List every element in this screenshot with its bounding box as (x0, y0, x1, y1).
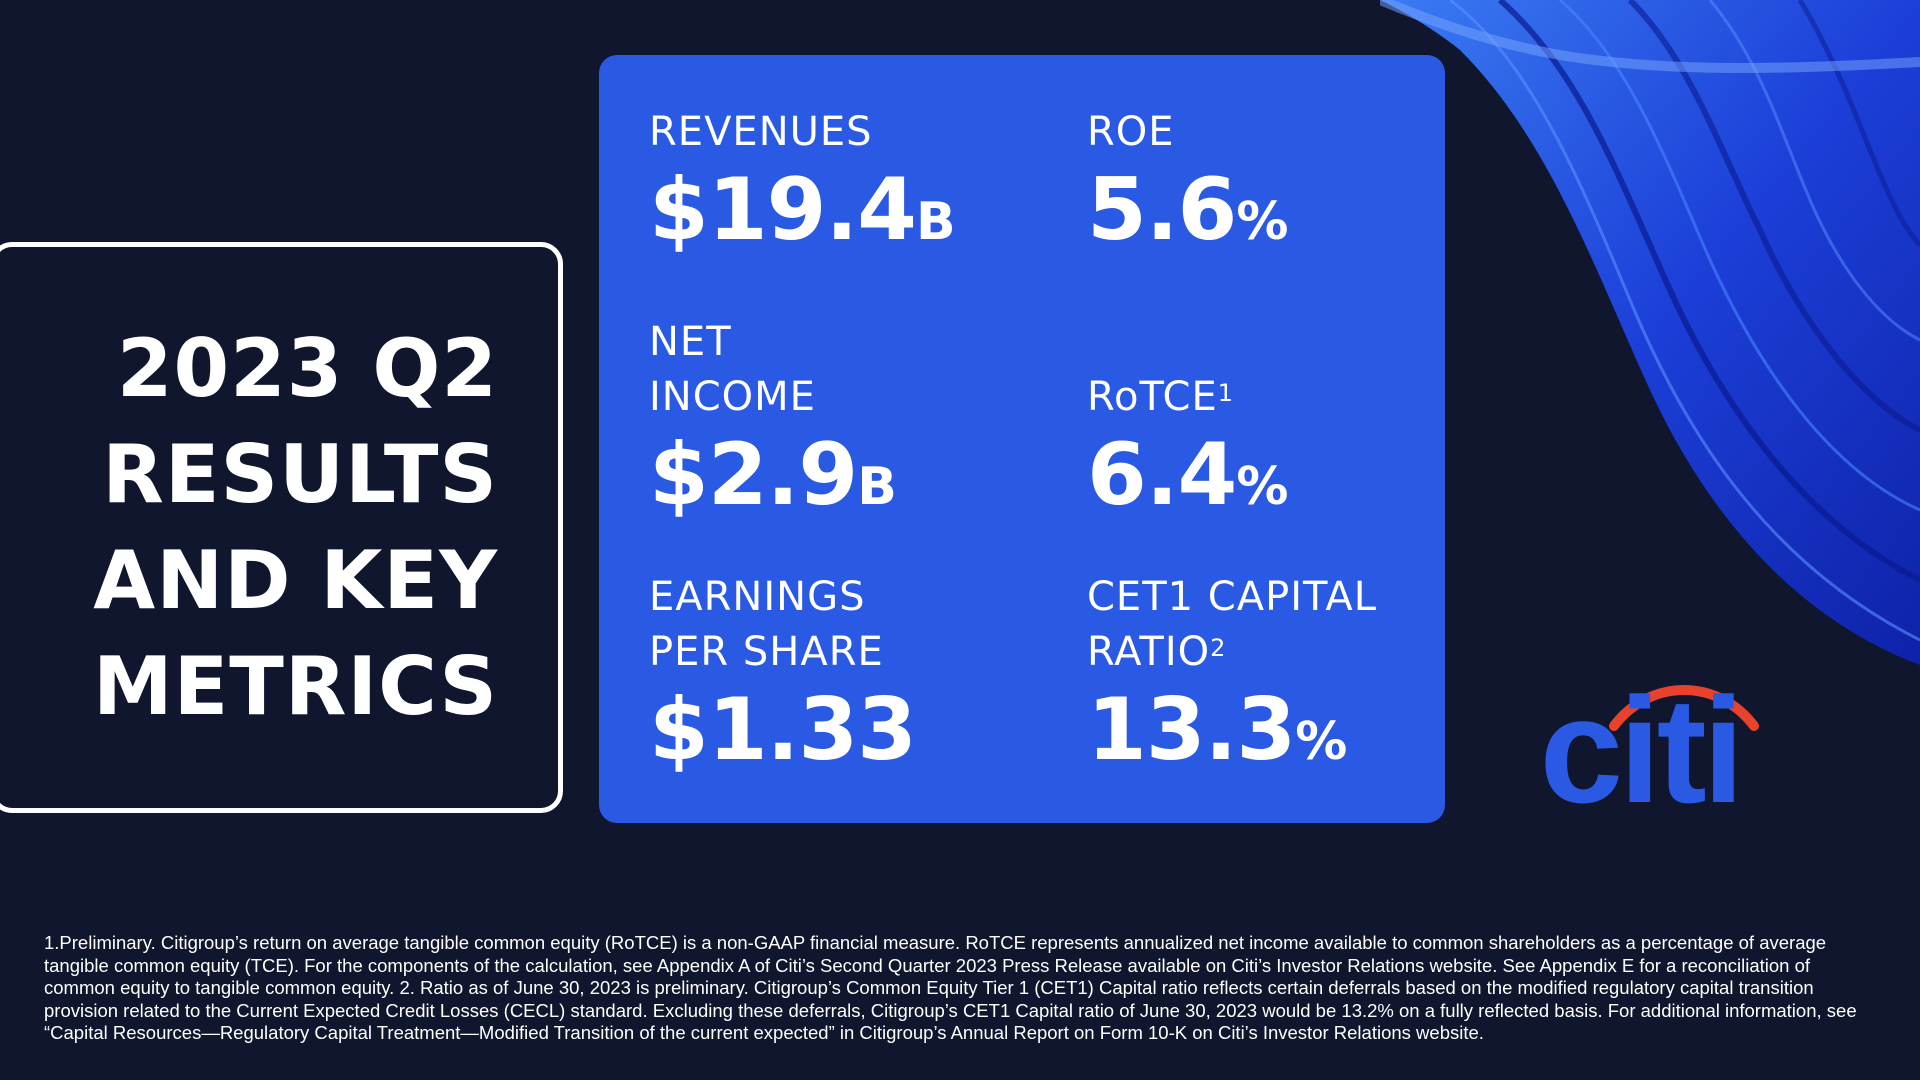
title-line-4: METRICS (92, 639, 498, 733)
title-line-1: 2023 Q2 (116, 321, 498, 415)
metrics-panel: REVENUES $19.4B ROE 5.6% NET INCOME $2.9… (599, 55, 1445, 823)
metric-unit: % (1236, 192, 1289, 252)
metric-number: 6.4 (1087, 425, 1237, 525)
metric-value: 13.3% (1087, 680, 1377, 792)
metric-label-line-2: INCOME (649, 374, 816, 420)
metric-label: ROE (1087, 109, 1175, 155)
metric-net-income: NET INCOME $2.9B (649, 315, 897, 537)
title-line-3: AND KEY (93, 533, 498, 627)
logo-arc-icon (1609, 685, 1759, 731)
title-line-2: RESULTS (102, 427, 498, 521)
metric-label-text: RATIO (1087, 629, 1211, 675)
metric-number: $19.4 (649, 160, 917, 260)
metric-value: 6.4% (1087, 425, 1288, 537)
decorative-ribbon (1380, 0, 1920, 665)
metric-label-line-1: CET1 CAPITAL (1087, 574, 1377, 620)
metric-number: $1.33 (649, 680, 917, 780)
metric-number: $2.9 (649, 425, 858, 525)
metric-value: $1.33 (649, 680, 917, 780)
metric-label-line-2: PER SHARE (649, 629, 884, 675)
footnote-text: 1.Preliminary. Citigroup’s return on ave… (44, 932, 1857, 1043)
metric-value: 5.6% (1087, 160, 1288, 272)
metric-unit: B (857, 457, 897, 517)
metric-value: $19.4B (649, 160, 956, 272)
metric-label-line-1: EARNINGS (649, 574, 866, 620)
metric-eps: EARNINGS PER SHARE $1.33 (649, 570, 917, 780)
metric-label-line-2: RATIO2 (1087, 625, 1377, 680)
metric-number: 5.6 (1087, 160, 1237, 260)
metric-value: $2.9B (649, 425, 897, 537)
citi-logo: citi (1520, 666, 1760, 834)
logo-wordmark: citi (1539, 666, 1745, 834)
metric-unit: B (916, 192, 956, 252)
metric-revenues: REVENUES $19.4B (649, 105, 956, 272)
footnote-ref-1: 1 (1217, 379, 1235, 407)
metric-unit: % (1236, 457, 1289, 517)
metric-label: REVENUES (649, 109, 873, 155)
metric-roe: ROE 5.6% (1087, 105, 1288, 272)
metric-label-text: RoTCE (1087, 374, 1218, 420)
metric-unit: % (1295, 712, 1348, 772)
page-title: 2023 Q2 RESULTS AND KEY METRICS (93, 316, 558, 740)
title-box: 2023 Q2 RESULTS AND KEY METRICS (0, 242, 563, 813)
metric-rotce: RoTCE1 6.4% (1087, 370, 1288, 537)
metric-label-line-1: NET (649, 319, 732, 365)
footnote-ref-2: 2 (1210, 634, 1227, 662)
metric-label: RoTCE1 (1087, 370, 1288, 425)
metric-number: 13.3 (1087, 680, 1296, 780)
metric-cet1-ratio: CET1 CAPITAL RATIO2 13.3% (1087, 570, 1377, 792)
